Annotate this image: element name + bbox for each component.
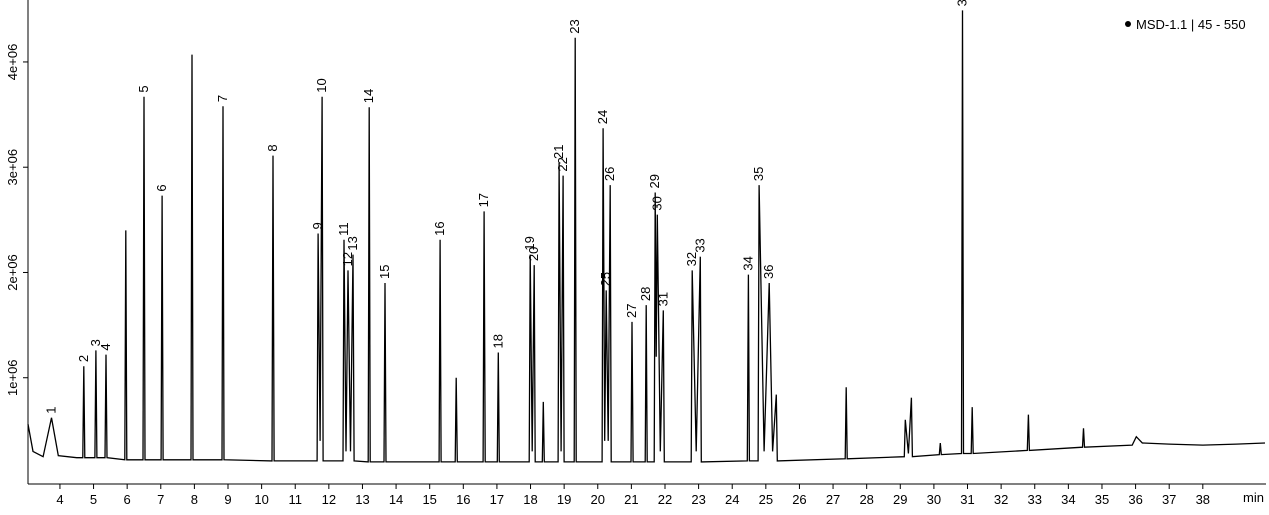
x-tick-label: 31 <box>960 492 974 507</box>
x-tick-label: 26 <box>792 492 806 507</box>
x-tick-label: 13 <box>355 492 369 507</box>
x-tick-label: 27 <box>826 492 840 507</box>
peak-label: 9 <box>310 222 325 229</box>
x-tick-label: 10 <box>254 492 268 507</box>
x-tick-label: 14 <box>389 492 403 507</box>
x-tick-label: 25 <box>759 492 773 507</box>
x-tick-label: 28 <box>859 492 873 507</box>
x-tick-label: 37 <box>1162 492 1176 507</box>
legend-label: MSD-1.1 | 45 - 550 <box>1136 17 1246 32</box>
peak-label: 1 <box>44 407 59 414</box>
peak-label: 36 <box>761 265 776 279</box>
x-tick-label: 18 <box>523 492 537 507</box>
x-tick-label: 22 <box>658 492 672 507</box>
peak-label: 18 <box>490 334 505 348</box>
peak-label: 5 <box>136 85 151 92</box>
x-tick-label: 20 <box>591 492 605 507</box>
peak-label: 16 <box>432 221 447 235</box>
peak-label: 27 <box>624 303 639 317</box>
y-tick-label: 1e+06 <box>5 359 20 396</box>
peak-label: 31 <box>655 292 670 306</box>
x-tick-label: 5 <box>90 492 97 507</box>
peak-label: 10 <box>314 78 329 92</box>
peak-label: 32 <box>684 252 699 266</box>
peak-label: 29 <box>647 174 662 188</box>
peak-label: 17 <box>476 193 491 207</box>
x-tick-label: 17 <box>490 492 504 507</box>
peak-label: 37 <box>954 0 969 6</box>
peak-label: 24 <box>595 110 610 124</box>
peak-label: 25 <box>598 272 613 286</box>
x-tick-label: 16 <box>456 492 470 507</box>
x-tick-label: 8 <box>191 492 198 507</box>
x-tick-label: 34 <box>1061 492 1075 507</box>
x-tick-label: 15 <box>422 492 436 507</box>
x-tick-label: 24 <box>725 492 739 507</box>
y-tick-label: 4e+06 <box>5 44 20 81</box>
peak-label: 22 <box>555 157 570 171</box>
peak-label: 13 <box>345 236 360 250</box>
legend: MSD-1.1 | 45 - 550 <box>1118 12 1260 36</box>
x-tick-label: 29 <box>893 492 907 507</box>
x-tick-label: 7 <box>157 492 164 507</box>
peak-label: 23 <box>567 19 582 33</box>
peak-label: 14 <box>361 89 376 103</box>
x-tick-label: 36 <box>1128 492 1142 507</box>
peak-label: 6 <box>154 184 169 191</box>
peak-label: 33 <box>692 238 707 252</box>
peak-label: 30 <box>649 196 664 210</box>
y-tick-label: 3e+06 <box>5 149 20 186</box>
peak-label: 28 <box>638 287 653 301</box>
peak-label: 20 <box>526 247 541 261</box>
x-tick-label: 30 <box>927 492 941 507</box>
peak-label: 15 <box>377 265 392 279</box>
x-tick-label: 11 <box>288 492 302 507</box>
x-tick-label: 35 <box>1095 492 1109 507</box>
peak-label: 19 <box>522 236 537 250</box>
legend-box <box>1118 12 1260 36</box>
peak-label: 35 <box>751 167 766 181</box>
x-tick-label: 21 <box>624 492 638 507</box>
legend-marker <box>1125 21 1131 27</box>
x-tick-label: 32 <box>994 492 1008 507</box>
peak-label: 7 <box>215 95 230 102</box>
peak-label: 11 <box>336 222 351 236</box>
peak-label: 4 <box>98 343 113 350</box>
x-tick-label: 12 <box>322 492 336 507</box>
y-tick-label: 2e+06 <box>5 254 20 291</box>
x-tick-label: 9 <box>224 492 231 507</box>
trace-line <box>27 10 1266 463</box>
peak-label: 26 <box>602 167 617 181</box>
peak-label: 21 <box>551 145 566 159</box>
x-tick-label: 33 <box>1028 492 1042 507</box>
x-tick-label: 19 <box>557 492 571 507</box>
peak-label: 34 <box>740 256 755 270</box>
peak-label: 12 <box>340 252 355 266</box>
peak-label: 8 <box>265 144 280 151</box>
peak-label: 3 <box>88 339 103 346</box>
x-tick-label: 6 <box>124 492 131 507</box>
x-tick-label: 38 <box>1196 492 1210 507</box>
peak-label: 2 <box>76 355 91 362</box>
x-unit-label: min <box>1243 490 1264 505</box>
x-tick-label: 4 <box>56 492 63 507</box>
x-tick-label: 23 <box>691 492 705 507</box>
